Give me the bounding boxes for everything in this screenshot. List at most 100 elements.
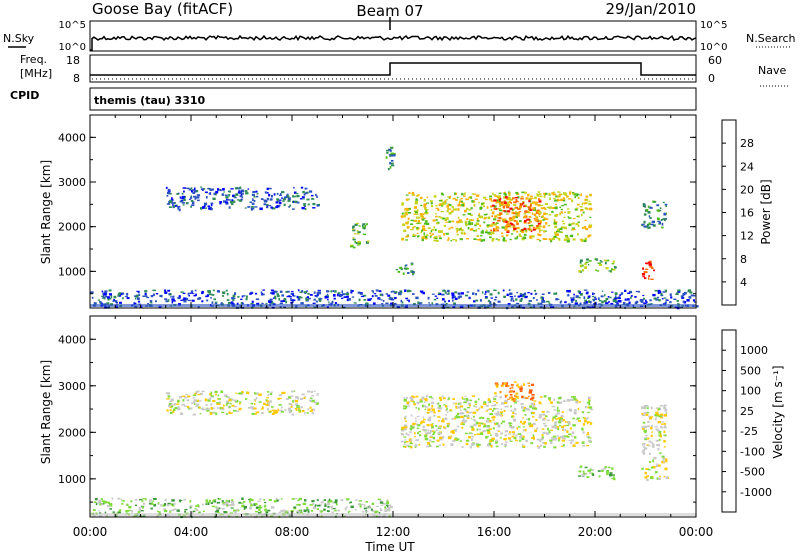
data-cell bbox=[255, 503, 258, 506]
data-cell bbox=[171, 499, 175, 502]
data-cell bbox=[441, 418, 444, 421]
data-cell bbox=[401, 212, 405, 215]
colorbar-tick: 1000 bbox=[740, 344, 768, 357]
data-cell bbox=[266, 205, 269, 207]
data-cell bbox=[209, 393, 212, 396]
data-cell bbox=[301, 290, 304, 293]
data-cell bbox=[350, 244, 353, 246]
data-cell bbox=[456, 196, 459, 199]
data-cell bbox=[549, 401, 553, 404]
data-cell bbox=[164, 503, 167, 506]
data-cell bbox=[592, 473, 595, 476]
data-cell bbox=[586, 434, 590, 436]
data-cell bbox=[299, 291, 303, 294]
data-cell bbox=[432, 436, 435, 439]
data-cell bbox=[489, 293, 493, 296]
data-cell bbox=[409, 438, 412, 440]
data-cell bbox=[433, 414, 436, 417]
data-cell bbox=[226, 293, 229, 296]
data-cell bbox=[573, 396, 576, 399]
data-cell bbox=[603, 467, 607, 470]
data-cell bbox=[407, 221, 410, 224]
data-cell bbox=[400, 428, 404, 431]
data-cell bbox=[215, 508, 219, 511]
data-cell bbox=[496, 214, 499, 216]
data-cell bbox=[523, 219, 527, 223]
data-cell bbox=[588, 399, 591, 401]
data-cell bbox=[311, 500, 315, 503]
data-cell bbox=[620, 293, 623, 295]
data-cell bbox=[614, 292, 618, 295]
data-cell bbox=[411, 395, 414, 397]
data-cell bbox=[254, 206, 258, 208]
data-cell bbox=[460, 409, 462, 411]
data-cell bbox=[178, 208, 181, 212]
data-cell bbox=[188, 294, 190, 297]
data-cell bbox=[236, 199, 240, 201]
data-cell bbox=[459, 440, 462, 442]
data-cell bbox=[106, 501, 109, 504]
x-tick-label: 16:00 bbox=[477, 525, 512, 539]
data-cell bbox=[402, 223, 406, 226]
data-cell bbox=[457, 292, 461, 295]
data-cell bbox=[225, 196, 229, 199]
data-cell bbox=[227, 396, 230, 398]
data-cell bbox=[465, 207, 469, 210]
data-cell bbox=[399, 290, 403, 293]
data-cell bbox=[471, 193, 474, 195]
data-cell bbox=[240, 302, 243, 305]
data-cell bbox=[549, 441, 553, 444]
data-cell bbox=[124, 295, 128, 298]
data-cell bbox=[615, 295, 617, 298]
data-cell bbox=[586, 421, 591, 423]
data-cell bbox=[471, 438, 473, 441]
data-cell bbox=[262, 293, 265, 296]
data-cell bbox=[454, 297, 458, 300]
data-cell bbox=[267, 402, 270, 404]
data-cell bbox=[415, 420, 417, 422]
data-cell bbox=[468, 297, 471, 299]
data-cell bbox=[554, 423, 557, 426]
data-cell bbox=[477, 424, 481, 427]
data-cell bbox=[195, 293, 197, 297]
nave-tick-bottom: 0 bbox=[708, 72, 715, 85]
data-cell bbox=[459, 402, 462, 405]
data-cell bbox=[204, 207, 207, 209]
data-cell bbox=[661, 415, 664, 418]
data-cell bbox=[502, 237, 506, 240]
data-cell bbox=[223, 503, 227, 506]
data-cell bbox=[531, 235, 535, 238]
data-cell bbox=[276, 295, 280, 298]
data-cell bbox=[250, 302, 254, 305]
data-cell bbox=[649, 461, 652, 463]
data-cell bbox=[436, 439, 440, 442]
data-cell bbox=[295, 395, 298, 399]
data-cell bbox=[497, 425, 501, 428]
data-cell bbox=[520, 196, 524, 198]
colorbar-tick: 4 bbox=[740, 276, 747, 289]
data-cell bbox=[465, 398, 469, 401]
data-cell bbox=[453, 302, 456, 305]
data-cell bbox=[197, 199, 200, 202]
data-cell bbox=[293, 295, 296, 297]
data-cell bbox=[578, 401, 582, 403]
data-cell bbox=[174, 204, 177, 207]
data-cell bbox=[551, 425, 555, 429]
data-cell bbox=[390, 152, 394, 155]
data-cell bbox=[652, 466, 656, 469]
x-tick-label: 20:00 bbox=[578, 525, 613, 539]
data-cell bbox=[656, 217, 660, 221]
data-cell bbox=[505, 196, 508, 199]
data-cell bbox=[433, 411, 436, 414]
data-cell bbox=[542, 300, 545, 302]
data-cell bbox=[386, 151, 389, 154]
data-cell bbox=[486, 417, 490, 420]
data-cell bbox=[365, 507, 369, 510]
data-cell bbox=[451, 296, 454, 299]
data-cell bbox=[293, 506, 297, 509]
data-cell bbox=[304, 192, 308, 195]
data-cell bbox=[263, 505, 267, 508]
data-cell bbox=[455, 199, 458, 201]
data-cell bbox=[657, 408, 659, 411]
data-cell bbox=[656, 443, 660, 447]
